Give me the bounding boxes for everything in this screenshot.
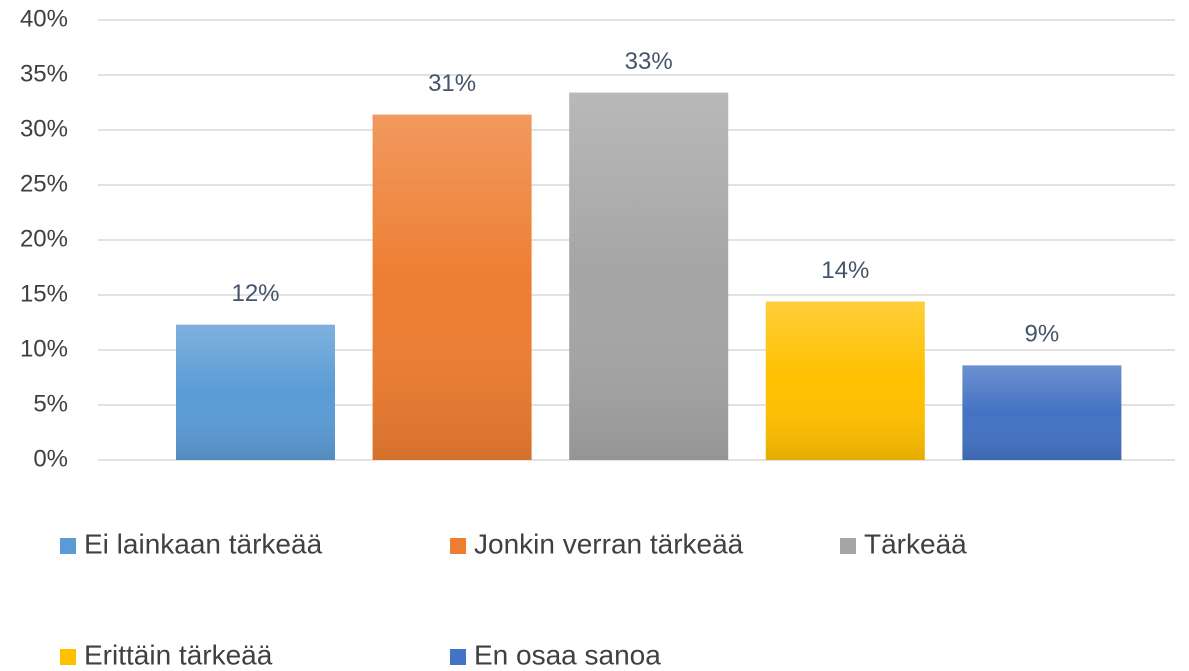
legend-swatch: [60, 649, 76, 665]
y-tick-label: 35%: [20, 60, 68, 87]
y-tick-label: 15%: [20, 280, 68, 307]
y-tick-label: 10%: [20, 335, 68, 362]
legend-swatch: [450, 649, 466, 665]
data-label: 14%: [821, 257, 869, 284]
data-label: 12%: [231, 280, 279, 307]
legend-label: En osaa sanoa: [474, 639, 661, 670]
y-tick-label: 40%: [20, 5, 68, 32]
legend-label: Jonkin verran tärkeää: [474, 528, 744, 559]
data-label: 9%: [1025, 321, 1060, 348]
bar: [569, 92, 729, 460]
legend-swatch: [60, 538, 76, 554]
y-tick-label: 5%: [33, 390, 68, 417]
bar: [372, 114, 532, 460]
bar: [962, 365, 1122, 460]
y-tick-label: 30%: [20, 115, 68, 142]
bar: [765, 301, 925, 460]
legend-label: Ei lainkaan tärkeää: [84, 528, 323, 559]
legend-swatch: [450, 538, 466, 554]
data-label: 31%: [428, 70, 476, 97]
data-label: 33%: [625, 48, 673, 75]
y-tick-label: 25%: [20, 170, 68, 197]
y-tick-label: 20%: [20, 225, 68, 252]
bar: [176, 324, 335, 460]
legend-swatch: [840, 538, 856, 554]
legend-label: Erittäin tärkeää: [84, 639, 273, 670]
legend-label: Tärkeää: [864, 528, 967, 559]
y-tick-label: 0%: [33, 445, 68, 472]
